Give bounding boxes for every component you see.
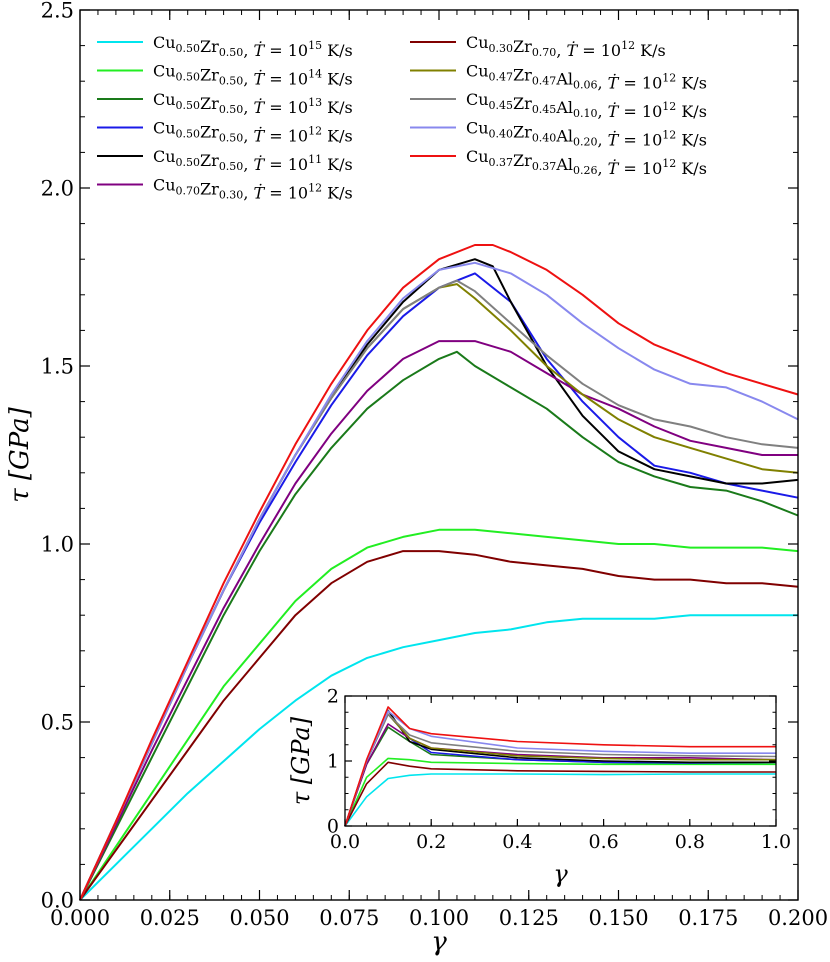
main-x-tick-label: 0.025	[140, 906, 200, 930]
main-series-line-5	[79, 340, 798, 901]
main-x-tick-label: 0.200	[768, 906, 828, 930]
inset-x-axis-label: γ	[553, 860, 568, 888]
inset-x-tick-label: 0.0	[330, 831, 360, 853]
inset-series-line-6	[344, 761, 776, 827]
inset-series-line-1	[344, 757, 776, 827]
inset-x-tick-label: 0.8	[675, 831, 705, 853]
inset-series-line-0	[344, 773, 776, 827]
main-series-line-2	[79, 350, 799, 901]
inset-series-line-10	[344, 706, 776, 827]
main-x-tick-label: 0.000	[50, 906, 110, 930]
inset-x-tick-label: 0.2	[416, 831, 446, 853]
main-series-line-6	[79, 550, 799, 901]
main-y-tick-label: 2.0	[41, 176, 74, 200]
main-x-tick-label: 0.150	[588, 906, 648, 930]
legend: Cu0.50Zr0.50, Ṫ = 1015 K/sCu0.50Zr0.50, …	[97, 33, 707, 203]
legend-entry-2: Cu0.50Zr0.50, Ṫ = 1013 K/s	[153, 90, 353, 117]
inset-x-tick-label: 1.0	[761, 831, 791, 853]
inset-y-tick-label: 2	[327, 686, 339, 708]
main-x-tick-label: 0.100	[409, 906, 469, 930]
main-x-tick-label: 0.075	[319, 906, 379, 930]
legend-entry-4: Cu0.50Zr0.50, Ṫ = 1011 K/s	[153, 147, 353, 174]
inset-y-tick-label: 1	[327, 751, 339, 773]
legend-entry-5: Cu0.70Zr0.30, Ṫ = 1012 K/s	[153, 176, 353, 203]
inset-series-line-9	[344, 710, 776, 827]
main-x-axis-label: γ	[431, 927, 447, 957]
inset-x-tick-label: 0.6	[588, 831, 618, 853]
main-series-line-0	[79, 614, 798, 901]
legend-entry-9: Cu0.40Zr0.40Al0.20, Ṫ = 1012 K/s	[466, 119, 707, 150]
main-y-tick-label: 0.5	[41, 710, 74, 734]
inset-plot: 0.0 0.2 0.4 0.6 0.8 1.0 0 1 2 γ τ [GPa]	[287, 686, 791, 888]
main-x-tick-label: 0.050	[229, 906, 289, 930]
main-series-line-10	[79, 244, 799, 901]
legend-entry-10: Cu0.37Zr0.37Al0.26, Ṫ = 1012 K/s	[466, 147, 707, 178]
main-y-tick-label: 1.5	[41, 354, 74, 378]
inset-y-axis-label: τ [GPa]	[287, 716, 315, 805]
legend-entry-6: Cu0.30Zr0.70, Ṫ = 1012 K/s	[466, 33, 666, 60]
inset-x-tick-label: 0.4	[502, 831, 532, 853]
legend-entry-7: Cu0.47Zr0.47Al0.06, Ṫ = 1012 K/s	[466, 62, 707, 93]
main-x-tick-label: 0.125	[499, 906, 559, 930]
main-y-tick-label: 1.0	[41, 532, 74, 556]
legend-entry-3: Cu0.50Zr0.50, Ṫ = 1012 K/s	[153, 119, 353, 146]
main-y-tick-label: 0.0	[41, 888, 74, 912]
main-y-tick-label: 2.5	[41, 0, 74, 22]
inset-y-tick-label: 0	[327, 816, 339, 838]
legend-entry-0: Cu0.50Zr0.50, Ṫ = 1015 K/s	[153, 33, 353, 60]
legend-entry-8: Cu0.45Zr0.45Al0.10, Ṫ = 1012 K/s	[466, 90, 707, 121]
main-series-line-1	[79, 528, 799, 901]
main-series-line-9	[79, 261, 799, 901]
main-x-tick-label: 0.175	[678, 906, 738, 930]
legend-entry-1: Cu0.50Zr0.50, Ṫ = 1014 K/s	[153, 62, 353, 89]
main-y-axis-label: τ [GPa]	[5, 406, 35, 502]
